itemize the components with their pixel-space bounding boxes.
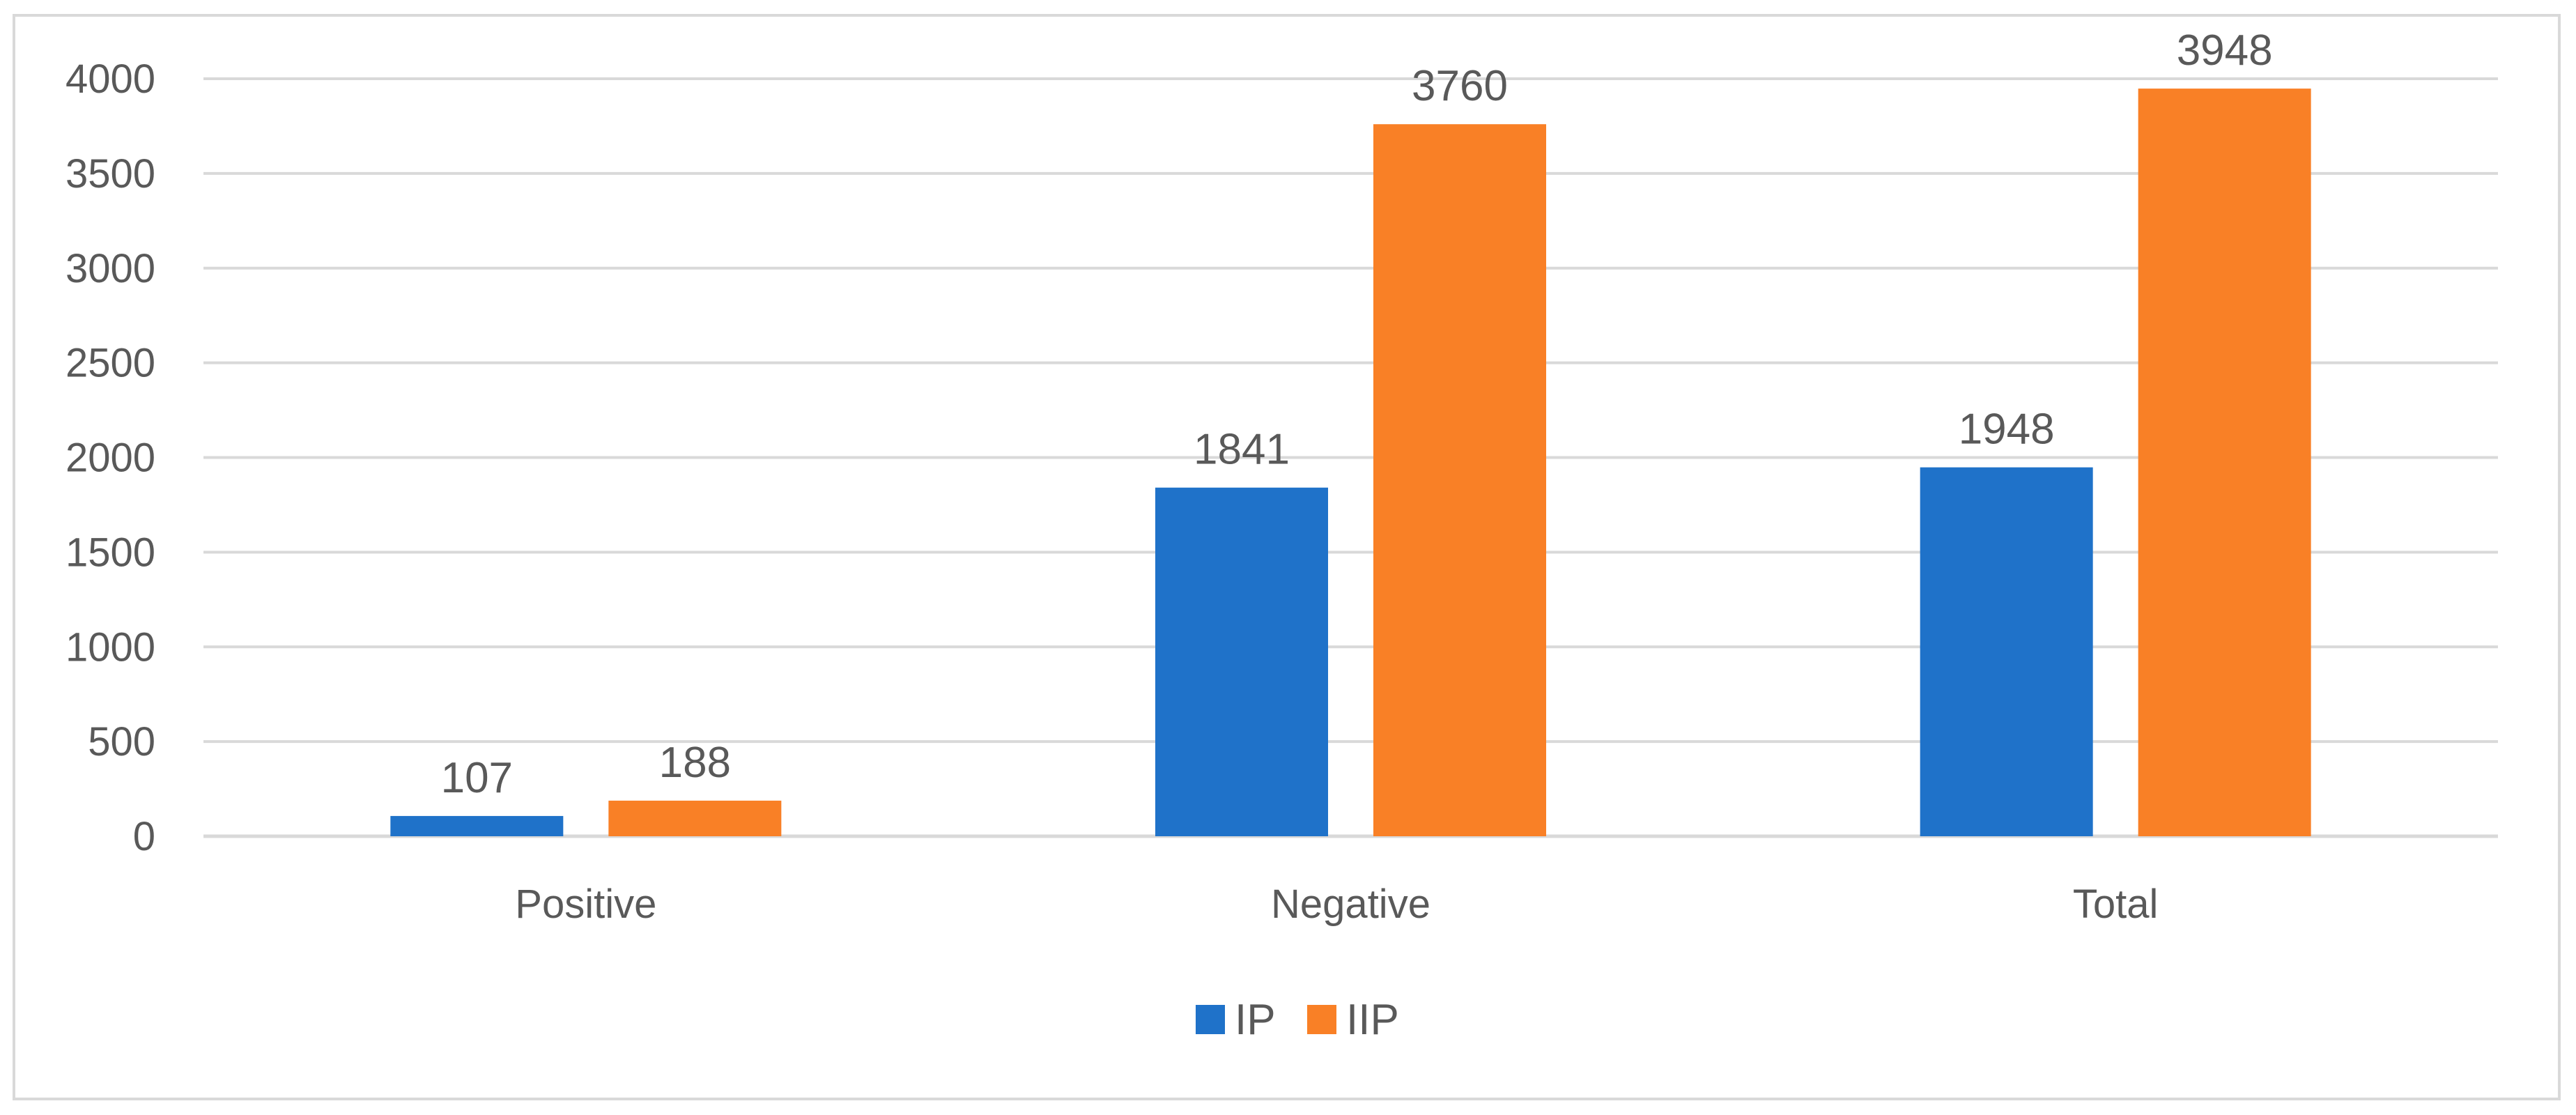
bar-iip-positive — [608, 800, 782, 836]
gridlines — [203, 77, 2498, 838]
y-tick-label: 4000 — [65, 56, 155, 102]
data-label-ip-total: 1948 — [1959, 406, 2055, 454]
y-tick-label: 3500 — [65, 151, 155, 197]
bar-iip-total — [2138, 89, 2311, 837]
bar-ip-total — [1920, 467, 2093, 836]
category-label-total: Total — [2073, 882, 2159, 927]
y-tick-label: 2500 — [65, 341, 155, 386]
data-label-iip-total: 3948 — [2177, 26, 2273, 75]
data-label-ip-positive: 107 — [441, 754, 513, 802]
y-tick-label: 500 — [88, 719, 155, 764]
bar-ip-negative — [1155, 487, 1328, 836]
data-label-iip-positive: 188 — [659, 739, 731, 787]
legend-swatch-iip — [1307, 1005, 1336, 1034]
category-label-negative: Negative — [1271, 882, 1430, 927]
data-label-iip-negative: 3760 — [1412, 62, 1508, 110]
legend-label-ip: IP — [1235, 996, 1276, 1044]
data-label-ip-negative: 1841 — [1194, 426, 1290, 474]
legend-label-iip: IIP — [1346, 996, 1399, 1044]
y-axis-ticks: 0 500 1000 1500 2000 2500 3000 3500 4000 — [65, 56, 155, 859]
data-labels: 107 188 1841 3760 1948 3948 — [441, 26, 2273, 802]
y-tick-label: 0 — [133, 814, 155, 859]
y-tick-label: 2000 — [65, 436, 155, 481]
bar-ip-positive — [390, 815, 564, 836]
y-tick-label: 1500 — [65, 530, 155, 575]
y-tick-label: 1000 — [65, 624, 155, 670]
category-label-positive: Positive — [515, 882, 656, 927]
legend: IP IIP — [1196, 996, 1399, 1044]
x-axis-categories: Positive Negative Total — [515, 882, 2158, 927]
y-tick-label: 3000 — [65, 246, 155, 291]
bar-iip-negative — [1373, 124, 1546, 837]
bars — [390, 89, 2311, 837]
legend-swatch-ip — [1196, 1005, 1225, 1034]
